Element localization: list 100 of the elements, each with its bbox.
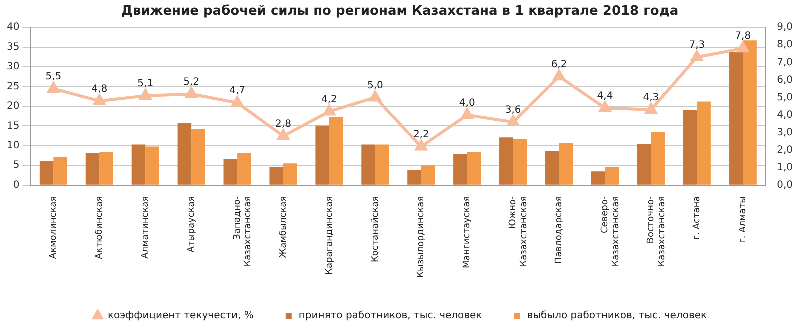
point <box>737 42 749 53</box>
x-tick-label: Костанайская <box>370 196 381 263</box>
x-tick-label: Павлодарская <box>554 196 565 264</box>
point <box>462 108 474 120</box>
bar <box>316 126 330 185</box>
bar <box>683 110 698 185</box>
point <box>507 116 520 126</box>
data-label: 5,5 <box>46 72 62 83</box>
bar <box>500 138 514 185</box>
x-tick-label: Мангистауская <box>462 196 473 268</box>
point <box>370 91 382 102</box>
y2-tick-label: 9,0 <box>777 22 794 34</box>
bar <box>100 152 114 185</box>
point <box>94 94 106 106</box>
data-label: 5,0 <box>367 80 384 92</box>
bar <box>178 123 192 185</box>
bar <box>513 139 528 185</box>
bar <box>743 40 757 185</box>
y-tick-label: 25 <box>6 81 20 92</box>
point <box>48 82 60 93</box>
y2-tick-label: 6,0 <box>777 74 794 86</box>
y2-tick-label: 1,0 <box>777 162 794 174</box>
point <box>278 130 290 140</box>
legend-label: выбыло работников, тыс. человек <box>527 310 708 322</box>
bar <box>454 154 468 185</box>
point <box>553 70 566 81</box>
point <box>186 88 198 98</box>
y2-tick-label: 4,0 <box>777 110 794 121</box>
bar <box>467 152 482 185</box>
data-label: 6,2 <box>551 59 568 70</box>
y2-tick-label: 3,0 <box>777 127 794 138</box>
bar <box>132 144 146 185</box>
bar <box>192 128 206 185</box>
x-tick-label: Кызылординская <box>416 196 427 278</box>
data-label: 5,1 <box>138 78 154 90</box>
data-label: 4,8 <box>92 84 108 95</box>
x-tick-label: г. Алматы <box>738 196 748 244</box>
bar <box>40 161 54 185</box>
bar <box>545 151 560 185</box>
chart-title: Движение рабочей силы по регионам Казахстана в 1 квартале 2018 года <box>121 4 679 20</box>
bar <box>238 153 252 185</box>
point <box>324 105 336 116</box>
y-tick-label: 0 <box>13 180 20 191</box>
bar <box>421 166 436 185</box>
y-tick-label: 20 <box>6 101 20 112</box>
x-tick-label: Северо-Казахстанская <box>600 196 622 267</box>
data-label: 4,0 <box>459 98 476 109</box>
bar <box>651 132 665 185</box>
point <box>691 50 703 62</box>
y2-tick-label: 0,0 <box>777 180 794 191</box>
x-tick-label: Восточно-Казахстанская <box>646 196 668 267</box>
bar <box>559 143 574 185</box>
bar <box>637 144 652 185</box>
y-tick-label: 15 <box>6 120 20 132</box>
y-tick-label: 35 <box>6 42 20 53</box>
data-label: 4,7 <box>230 86 246 97</box>
x-tick-label: Алматинская <box>140 196 151 259</box>
point <box>599 102 612 112</box>
point <box>416 140 428 151</box>
data-label: 4,4 <box>597 90 614 102</box>
bar <box>375 144 390 185</box>
x-tick-label: Атырауская <box>186 196 197 253</box>
bar <box>697 102 711 185</box>
y-tick-label: 40 <box>6 22 20 34</box>
x-tick-label: Актюбинская <box>95 196 106 260</box>
x-tick-label: Западно-Казахстанская <box>232 196 254 267</box>
data-label: 4,2 <box>322 94 338 106</box>
legend-label: коэффициент текучести, % <box>108 310 254 322</box>
data-label: 2,8 <box>276 118 292 130</box>
y-tick-label: 10 <box>6 140 20 152</box>
point <box>645 103 658 114</box>
data-label: 4,3 <box>643 92 660 104</box>
bar <box>270 167 284 185</box>
legend-label: принято работников, тыс. человек <box>298 310 482 322</box>
bar <box>146 146 160 185</box>
bar <box>86 153 100 185</box>
x-tick-label: г. Астана <box>692 196 702 240</box>
x-tick-label: Карагандинская <box>324 196 335 275</box>
data-label: 5,2 <box>184 76 200 88</box>
x-tick-label: Жамбылская <box>278 196 289 258</box>
bar <box>729 52 744 185</box>
point <box>140 89 152 100</box>
data-label: 2,2 <box>413 129 430 140</box>
bar <box>224 158 238 185</box>
y-tick-label: 5 <box>13 160 20 172</box>
bar <box>605 167 620 185</box>
bar <box>329 117 344 185</box>
y2-tick-label: 8,0 <box>777 40 794 51</box>
bar <box>284 164 298 185</box>
x-tick-label: Южно-Казахстанская <box>508 196 530 267</box>
point <box>232 96 244 107</box>
y2-tick-label: 5,0 <box>777 92 794 104</box>
bar <box>54 157 68 185</box>
bar <box>591 172 606 185</box>
data-label: 7,3 <box>689 40 706 51</box>
y2-tick-label: 7,0 <box>777 57 794 68</box>
bar <box>362 144 376 185</box>
data-label: 7,8 <box>735 31 752 42</box>
y2-tick-label: 2,0 <box>777 144 794 156</box>
y-tick-label: 30 <box>6 62 20 73</box>
